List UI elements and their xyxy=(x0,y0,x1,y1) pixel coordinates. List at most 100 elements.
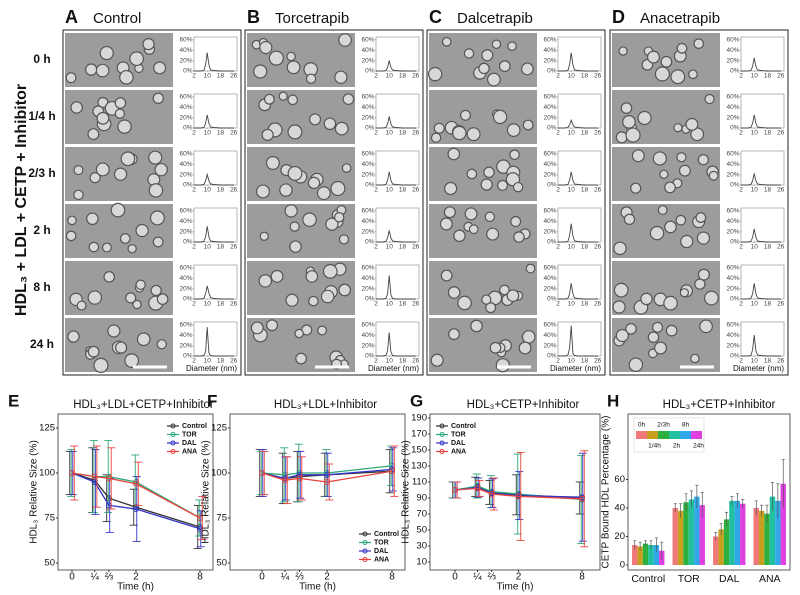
mini-y-tick-label: 0% xyxy=(547,239,557,246)
particle xyxy=(261,128,274,141)
mini-y-tick-label: 0% xyxy=(730,182,740,189)
particle xyxy=(307,176,321,190)
row-label: 0 h xyxy=(33,52,50,66)
mini-bg xyxy=(539,33,603,87)
particle xyxy=(258,274,273,288)
particle xyxy=(620,102,633,114)
particle xyxy=(507,41,517,51)
particle xyxy=(430,353,444,367)
micrograph xyxy=(612,261,720,315)
y-tick-label: 0 xyxy=(620,560,625,571)
mini-y-tick-label: 60% xyxy=(361,93,374,100)
legend-label: Control xyxy=(451,423,476,430)
particle xyxy=(525,263,536,274)
legend-marker xyxy=(362,548,368,554)
legend-label: DAL xyxy=(182,440,197,447)
mini-y-tick-label: 60% xyxy=(361,264,374,271)
particle xyxy=(704,290,719,306)
mini-x-tick-label: 2 xyxy=(556,358,560,365)
mini-y-tick-label: 0% xyxy=(730,353,740,360)
particle xyxy=(652,321,664,333)
bar xyxy=(688,499,695,565)
mini-y-tick-label: 40% xyxy=(361,275,374,282)
mini-bg xyxy=(722,318,786,372)
legend-marker xyxy=(170,440,176,446)
bar xyxy=(729,500,735,565)
chart-title: HDL₃+LDL+CETP+Inhibitor xyxy=(73,399,214,411)
mini-x-tick-label: 2 xyxy=(739,73,743,80)
y-tick-label: 10 xyxy=(416,557,427,568)
y-tick-label: 20 xyxy=(614,531,625,542)
particle xyxy=(119,233,131,244)
mini-x-label: Diameter (nm) xyxy=(368,364,419,373)
particle xyxy=(120,151,136,167)
particle xyxy=(625,323,637,335)
micrograph xyxy=(427,33,537,87)
mini-y-tick-label: 40% xyxy=(726,161,739,168)
x-tick-label: 8 xyxy=(389,572,395,583)
particle xyxy=(338,234,350,245)
particle xyxy=(93,357,109,373)
data-point xyxy=(515,493,522,500)
micrograph xyxy=(429,204,537,258)
size-distribution xyxy=(376,171,416,186)
mini-x-tick-label: 26 xyxy=(777,130,785,137)
particle xyxy=(492,109,508,125)
legend-marker xyxy=(439,432,445,437)
mini-plot: 60% 40% 20% 0%2 10 18 26 xyxy=(543,321,601,364)
legend-label: 1/4h xyxy=(648,443,661,450)
mini-plot: 60% 40% 20% 0%2 10 18 26 xyxy=(726,264,784,307)
particle xyxy=(70,101,83,114)
mini-y-tick-label: 20% xyxy=(179,114,192,121)
bar xyxy=(723,519,730,565)
particle xyxy=(485,302,497,314)
particle xyxy=(65,230,77,242)
legend-label: ANA xyxy=(374,556,389,563)
y-axis-label: HDL₃ Relative Size (%) xyxy=(29,440,40,544)
size-distribution xyxy=(558,283,598,300)
particle xyxy=(630,182,642,194)
mini-y-tick-label: 40% xyxy=(726,332,739,339)
mini-x-tick-label: 2 xyxy=(556,301,560,308)
particle xyxy=(88,241,100,253)
mini-y-tick-label: 0% xyxy=(365,296,375,303)
row-label: 2/3 h xyxy=(28,166,55,180)
particle xyxy=(135,279,146,290)
y-tick-label: 60 xyxy=(614,474,625,485)
particle xyxy=(99,45,114,61)
legend-swatch xyxy=(647,431,658,439)
particle xyxy=(654,66,670,82)
y-tick-label: 75 xyxy=(216,513,227,524)
mini-y-tick-label: 0% xyxy=(730,68,740,75)
plot-frame xyxy=(229,413,406,571)
size-distribution xyxy=(194,327,234,357)
mini-x-tick-label: 10 xyxy=(386,73,394,80)
particle xyxy=(265,156,280,170)
legend-marker xyxy=(439,449,445,454)
x-axis-label: Time (h) xyxy=(299,582,336,593)
micrograph xyxy=(65,261,173,315)
particle xyxy=(95,63,110,78)
panel-letter: D xyxy=(612,7,625,27)
mini-y-tick-label: 40% xyxy=(361,161,374,168)
particle xyxy=(103,271,116,283)
particle xyxy=(685,117,699,131)
particle xyxy=(699,319,713,334)
mini-y-tick-label: 20% xyxy=(543,228,556,235)
particle xyxy=(86,212,99,226)
mini-y-tick-label: 60% xyxy=(361,150,374,157)
particle xyxy=(464,207,478,221)
bar xyxy=(753,508,759,565)
mini-plot: 60% 40% 20% 0%2 10 18 26 xyxy=(179,264,237,307)
particle xyxy=(676,152,687,163)
bar xyxy=(642,543,649,565)
data-point xyxy=(197,515,203,521)
bar xyxy=(713,536,719,565)
micrograph xyxy=(65,90,173,144)
size-distribution xyxy=(741,283,781,300)
y-tick-label: 50 xyxy=(216,558,227,569)
mini-x-tick-label: 10 xyxy=(568,301,576,308)
size-distribution xyxy=(741,228,781,243)
y-axis-label: HDL₃ Relative Size (%) xyxy=(201,440,212,544)
